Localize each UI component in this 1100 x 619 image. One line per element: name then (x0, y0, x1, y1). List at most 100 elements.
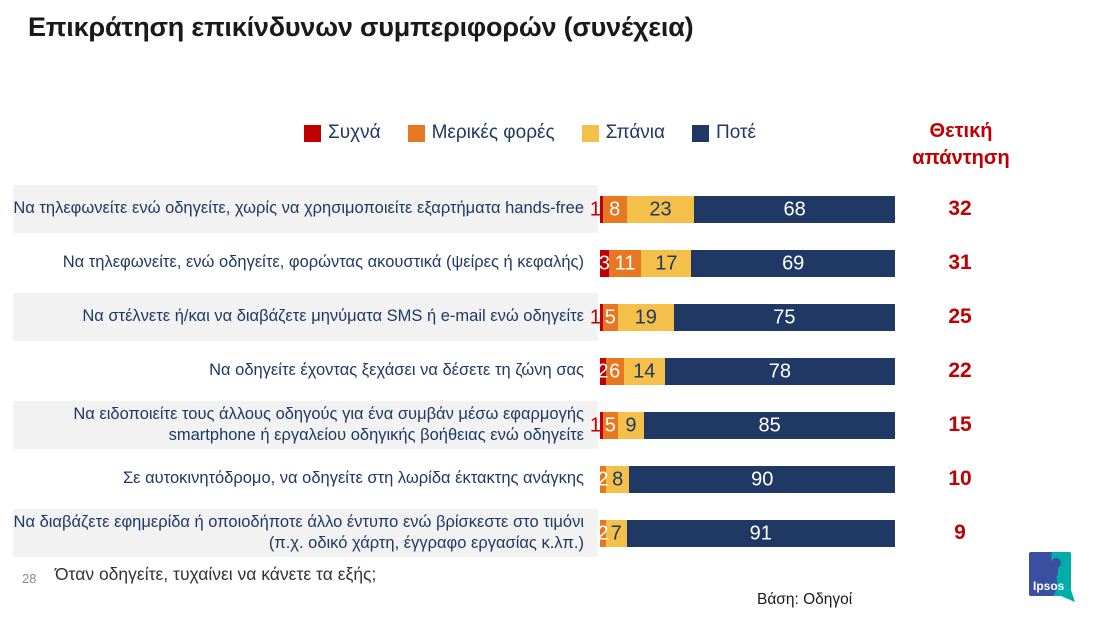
segment-value: 5 (604, 414, 616, 436)
category-label: Να οδηγείτε έχοντας ξεχάσει να δέσετε τη… (209, 361, 584, 380)
chart-row: Να οδηγείτε έχοντας ξεχάσει να δέσετε τη… (0, 347, 1100, 395)
chart-legend: Συχνά Μερικές φορές Σπάνια Ποτέ (270, 122, 790, 144)
bar-segment-sometimes: 8 (602, 196, 627, 223)
bar-segment-sometimes: 6 (605, 358, 624, 385)
legend-label: Σπάνια (605, 122, 666, 143)
stacked-bar: 1 5 19 75 (590, 304, 895, 331)
segment-value: 17 (655, 252, 678, 274)
segment-value: 14 (633, 360, 656, 382)
chart-row: Να διαβάζετε εφημερίδα ή οποιοδήποτε άλλ… (0, 509, 1100, 557)
bar-segment-rarely: 23 (626, 196, 695, 223)
segment-value: 3 (598, 252, 610, 274)
segment-value: 68 (783, 198, 806, 220)
positive-response-value: 9 (954, 521, 966, 544)
bar-segment-rarely: 7 (605, 520, 627, 547)
segment-value: 6 (609, 360, 621, 382)
bar-segment-often: 1 (590, 412, 603, 439)
legend-label: Ποτέ (716, 122, 757, 143)
segment-value: 9 (625, 414, 637, 436)
segment-value: 5 (604, 306, 616, 328)
positive-response-value: 15 (948, 413, 972, 436)
bar-segment-never: 78 (664, 358, 895, 385)
page-title: Επικράτηση επικίνδυνων συμπεριφορών (συν… (28, 12, 694, 42)
legend-item: Ποτέ (692, 122, 756, 144)
segment-value: 8 (609, 198, 621, 220)
bar-segment-often: 2 (597, 358, 609, 385)
positive-response-value: 25 (948, 305, 972, 328)
bar-segment-rarely: 9 (617, 412, 645, 439)
bar-segment-often: 3 (598, 250, 610, 277)
legend-swatch-icon (303, 124, 321, 142)
segment-value: 11 (614, 252, 636, 274)
bar-segment-often: 1 (590, 304, 603, 331)
category-label: Να τηλεφωνείτε, ενώ οδηγείτε, φορώντας α… (62, 253, 584, 272)
bar-segment-never: 75 (673, 304, 895, 331)
segment-value: 2 (597, 360, 609, 382)
segment-value: 91 (749, 522, 772, 544)
positive-response-value: 32 (948, 197, 972, 220)
segment-value: 1 (589, 306, 602, 328)
bar-segment-often: 1 (590, 196, 603, 223)
positive-response-header: Θετική απάντηση (912, 120, 1010, 169)
positive-response-value: 31 (948, 251, 972, 274)
bar-segment-rarely: 8 (605, 466, 630, 493)
page-number: 28 (22, 571, 37, 586)
chart-row: Να στέλνετε ή/και να διαβάζετε μηνύματα … (0, 293, 1100, 341)
legend-label: Μερικές φορές (431, 122, 555, 143)
stacked-bar: 3 11 17 69 (598, 250, 895, 277)
segment-value: 85 (758, 414, 781, 436)
segment-value: 2 (597, 522, 609, 544)
ipsos-logo-text: Ipsos (1033, 579, 1065, 593)
base-note: Βάση: Οδηγοί (757, 591, 853, 608)
bar-segment-never: 68 (694, 196, 895, 223)
bar-segment-never: 91 (626, 520, 895, 547)
legend-swatch-icon (407, 124, 425, 142)
bar-segment-sometimes: 2 (597, 466, 609, 493)
segment-value: 2 (597, 468, 609, 490)
legend-label: Συχνά (327, 122, 381, 143)
segment-value: 90 (751, 468, 774, 490)
bar-segment-rarely: 19 (617, 304, 674, 331)
segment-value: 1 (589, 198, 602, 220)
bar-segment-sometimes: 2 (597, 520, 609, 547)
category-label: Να τηλεφωνείτε ενώ οδηγείτε, χωρίς να χρ… (13, 185, 598, 233)
bar-segment-rarely: 17 (641, 250, 692, 277)
bar-segment-never: 85 (644, 412, 895, 439)
segment-value: 8 (612, 468, 624, 490)
legend-swatch-icon (692, 124, 710, 142)
segment-value: 75 (773, 306, 796, 328)
segment-value: 69 (782, 252, 805, 274)
bar-segment-sometimes: 5 (602, 304, 618, 331)
segment-value: 23 (649, 198, 672, 220)
stacked-bar: 2 7 91 (597, 520, 895, 547)
positive-response-value: 22 (948, 359, 972, 382)
ipsos-logo: Ipsos (1029, 552, 1075, 602)
bar-segment-never: 69 (691, 250, 895, 277)
category-label: Σε αυτοκινητόδρομο, να οδηγείτε στη λωρί… (122, 469, 584, 488)
segment-value: 7 (610, 522, 622, 544)
bar-segment-rarely: 14 (623, 358, 665, 385)
legend-item: Συχνά (303, 122, 381, 144)
segment-value: 19 (634, 306, 657, 328)
category-label: Να διαβάζετε εφημερίδα ή οποιοδήποτε άλλ… (13, 509, 598, 557)
legend-item: Μερικές φορές (407, 122, 555, 144)
segment-value: 1 (589, 414, 602, 436)
stacked-bar: 1 5 9 85 (590, 412, 895, 439)
stacked-bar: 1 8 23 68 (590, 196, 895, 223)
chart-row: Να τηλεφωνείτε, ενώ οδηγείτε, φορώντας α… (0, 239, 1100, 287)
legend-swatch-icon (581, 124, 599, 142)
chart-row: Σε αυτοκινητόδρομο, να οδηγείτε στη λωρί… (0, 455, 1100, 503)
stacked-bar: 2 6 14 78 (597, 358, 895, 385)
chart-row: Να ειδοποιείτε τους άλλους οδηγούς για έ… (0, 401, 1100, 449)
chart-row: Να τηλεφωνείτε ενώ οδηγείτε, χωρίς να χρ… (0, 185, 1100, 233)
footer-question: Όταν οδηγείτε, τυχαίνει να κάνετε τα εξή… (55, 564, 377, 584)
bar-segment-sometimes: 11 (608, 250, 642, 277)
category-label: Να στέλνετε ή/και να διαβάζετε μηνύματα … (13, 293, 598, 341)
category-label: Να ειδοποιείτε τους άλλους οδηγούς για έ… (13, 401, 598, 449)
bar-segment-sometimes: 5 (602, 412, 618, 439)
segment-value: 78 (768, 360, 792, 382)
positive-response-value: 10 (948, 467, 972, 490)
legend-item: Σπάνια (581, 122, 666, 144)
chart-rows: Να τηλεφωνείτε ενώ οδηγείτε, χωρίς να χρ… (0, 185, 1100, 563)
